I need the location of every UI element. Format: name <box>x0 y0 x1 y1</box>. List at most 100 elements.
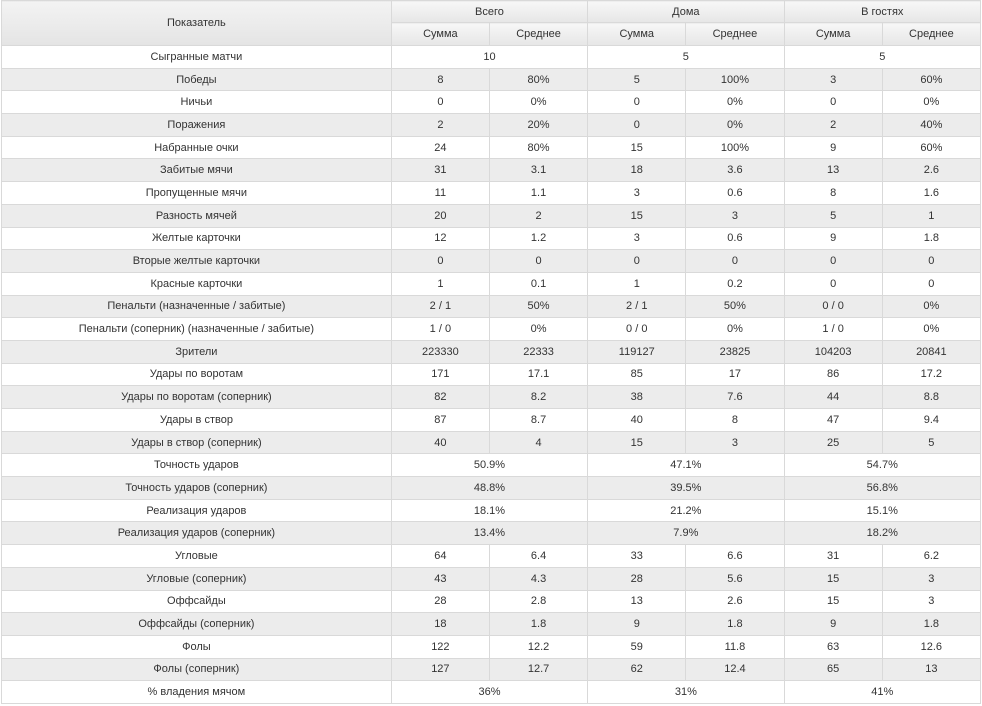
sum-cell: 8 <box>390 67 490 92</box>
average-cell: 0.6 <box>685 181 785 205</box>
average-cell: 12.7 <box>488 657 589 682</box>
sum-cell: 127 <box>390 657 490 682</box>
group-header-away: В гостях <box>783 0 982 23</box>
table-row: Угловые (соперник) 43 4.3 28 5.6 15 3 <box>1 566 982 591</box>
row-label: % владения мячом <box>1 680 392 704</box>
average-cell: 1.8 <box>881 226 982 251</box>
merged-value-cell: 5 <box>587 45 785 69</box>
sum-cell: 171 <box>390 362 490 387</box>
sum-cell: 0 <box>783 90 883 115</box>
average-cell: 0 <box>881 249 982 273</box>
average-cell: 40% <box>881 113 982 137</box>
average-cell: 5 <box>881 430 982 455</box>
row-label: Угловые <box>1 544 392 568</box>
table-row: Зрители 223330 22333 119127 23825 104203 20841 <box>1 339 982 364</box>
sum-cell: 33 <box>587 544 687 568</box>
average-cell: 3.1 <box>488 158 589 183</box>
row-label: Фолы (соперник) <box>1 657 392 682</box>
merged-value-cell: 41% <box>783 680 982 704</box>
average-cell: 6.6 <box>685 544 785 568</box>
table-row: Разность мячей 20 2 15 3 5 1 <box>1 203 982 228</box>
average-cell: 1.1 <box>488 181 589 205</box>
sum-cell: 122 <box>390 634 490 659</box>
table-row: Точность ударов (соперник) 48.8% 39.5% 56.8… <box>1 476 982 500</box>
subheader-average: Среднее <box>881 22 982 46</box>
subheader-sum: Сумма <box>783 22 883 46</box>
sum-cell: 3 <box>587 226 687 251</box>
average-cell: 2.6 <box>881 158 982 183</box>
sum-cell: 59 <box>587 634 687 659</box>
sum-cell: 9 <box>783 135 883 160</box>
table-row: Реализация ударов 18.1% 21.2% 15.1% <box>1 498 982 523</box>
table-row: Точность ударов 50.9% 47.1% 54.7% <box>1 453 982 478</box>
sum-cell: 85 <box>587 362 687 387</box>
sum-cell: 15 <box>587 135 687 160</box>
row-label: Реализация ударов <box>1 498 392 523</box>
merged-value-cell: 56.8% <box>783 476 982 500</box>
merged-value-cell: 36% <box>390 680 589 704</box>
average-cell: 12.4 <box>685 657 785 682</box>
sum-cell: 86 <box>783 362 883 387</box>
sum-cell: 2 / 1 <box>390 294 490 319</box>
average-cell: 0 <box>488 249 589 273</box>
merged-value-cell: 7.9% <box>587 521 785 546</box>
sum-cell: 3 <box>587 181 687 205</box>
average-cell: 20% <box>488 113 589 137</box>
average-cell: 4.3 <box>488 566 589 591</box>
row-label: Реализация ударов (соперник) <box>1 521 392 546</box>
row-label: Разность мячей <box>1 203 392 228</box>
merged-value-cell: 54.7% <box>783 453 982 478</box>
average-cell: 2.8 <box>488 589 589 614</box>
average-cell: 50% <box>685 294 785 319</box>
average-cell: 1.6 <box>881 181 982 205</box>
merged-value-cell: 15.1% <box>783 498 982 523</box>
average-cell: 60% <box>881 67 982 92</box>
average-cell: 0% <box>881 90 982 115</box>
sum-cell: 15 <box>783 589 883 614</box>
average-cell: 6.4 <box>488 544 589 568</box>
average-cell: 3 <box>685 203 785 228</box>
sum-cell: 24 <box>390 135 490 160</box>
table-row: Удары по воротам 171 17.1 85 17 86 17.2 <box>1 362 982 387</box>
table-row: Ничьи 0 0% 0 0% 0 0% <box>1 90 982 115</box>
table-row: Угловые 64 6.4 33 6.6 31 6.2 <box>1 544 982 568</box>
sum-cell: 40 <box>587 408 687 432</box>
row-label: Пропущенные мячи <box>1 181 392 205</box>
table-row: Поражения 2 20% 0 0% 2 40% <box>1 113 982 137</box>
row-label: Угловые (соперник) <box>1 566 392 591</box>
average-cell: 6.2 <box>881 544 982 568</box>
sum-cell: 0 / 0 <box>587 317 687 341</box>
average-cell: 17.2 <box>881 362 982 387</box>
sum-cell: 2 <box>390 113 490 137</box>
sum-cell: 15 <box>587 203 687 228</box>
sum-cell: 87 <box>390 408 490 432</box>
row-label: Оффсайды <box>1 589 392 614</box>
subheader-average: Среднее <box>685 22 785 46</box>
row-label: Оффсайды (соперник) <box>1 612 392 636</box>
row-label: Точность ударов <box>1 453 392 478</box>
sum-cell: 0 <box>783 271 883 296</box>
average-cell: 60% <box>881 135 982 160</box>
table-row: Реализация ударов (соперник) 13.4% 7.9% 18.… <box>1 521 982 546</box>
merged-value-cell: 39.5% <box>587 476 785 500</box>
row-label: Красные карточки <box>1 271 392 296</box>
average-cell: 3.6 <box>685 158 785 183</box>
sum-cell: 1 / 0 <box>783 317 883 341</box>
average-cell: 1.8 <box>488 612 589 636</box>
subheader-sum: Сумма <box>587 22 687 46</box>
average-cell: 0% <box>488 90 589 115</box>
row-label: Фолы <box>1 634 392 659</box>
average-cell: 0.6 <box>685 226 785 251</box>
average-cell: 17.1 <box>488 362 589 387</box>
sum-cell: 223330 <box>390 339 490 364</box>
average-cell: 0% <box>685 113 785 137</box>
sum-cell: 12 <box>390 226 490 251</box>
sum-cell: 38 <box>587 385 687 409</box>
merged-value-cell: 50.9% <box>390 453 589 478</box>
group-header-home: Дома <box>587 0 785 23</box>
average-cell: 2.6 <box>685 589 785 614</box>
average-cell: 11.8 <box>685 634 785 659</box>
sum-cell: 13 <box>587 589 687 614</box>
sum-cell: 0 <box>390 249 490 273</box>
